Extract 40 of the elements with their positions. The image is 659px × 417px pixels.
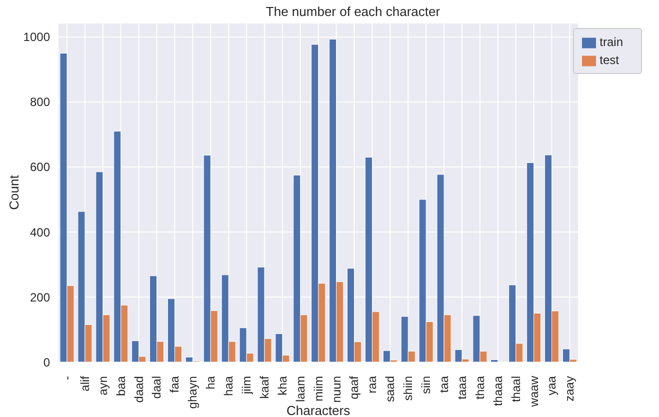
x-tick-label: laam [293, 376, 308, 402]
x-tick-label: raa [365, 376, 380, 394]
x-tick-label: baa [114, 376, 128, 396]
x-tick-label: thaal [508, 376, 523, 402]
x-tick-label: shiin [401, 376, 416, 401]
x-tick-label: nuun [329, 376, 344, 403]
x-tick-label: jiim [240, 376, 254, 395]
x-tick-label: thaaa [490, 376, 505, 406]
x-tick-label: daal [150, 376, 164, 399]
x-tick-label: - [60, 376, 74, 380]
x-tick-label: miim [311, 376, 326, 402]
x-tick-label: ghayn [186, 376, 200, 409]
x-tick-label: taa [437, 376, 452, 393]
y-tick-label: 400 [30, 225, 50, 240]
x-tick-label: kaaf [257, 375, 272, 399]
y-tick-label: 200 [30, 290, 50, 304]
y-tick-label: 600 [30, 160, 50, 174]
x-tick-label: alif [78, 375, 92, 392]
legend-label: train [600, 35, 623, 49]
x-tick-label: zaay [562, 376, 577, 402]
chart-title: The number of each character [264, 4, 442, 19]
x-tick-label: daad [132, 376, 146, 403]
x-tick-label: yaa [544, 376, 559, 396]
x-tick-label: haa [222, 376, 236, 396]
legend-label: test [600, 53, 619, 67]
x-tick-label: waaw [526, 376, 541, 408]
y-tick-label: 0 [43, 355, 50, 370]
x-tick-label: faa [168, 376, 182, 393]
x-tick-label: qaaf [347, 375, 362, 400]
x-tick-label: kha [275, 376, 290, 396]
y-tick-label: 1000 [23, 30, 50, 44]
x-tick-label: ha [204, 376, 218, 390]
y-tick-label: 800 [30, 95, 50, 110]
x-axis-title: Characters [286, 403, 351, 417]
x-tick-label: siin [419, 376, 434, 394]
y-axis-title: Count [6, 174, 22, 210]
x-tick-label: ayn [96, 376, 110, 396]
x-tick-label: thaa [472, 376, 487, 400]
x-tick-label: taaa [454, 376, 469, 400]
x-tick-label: saad [383, 376, 398, 402]
